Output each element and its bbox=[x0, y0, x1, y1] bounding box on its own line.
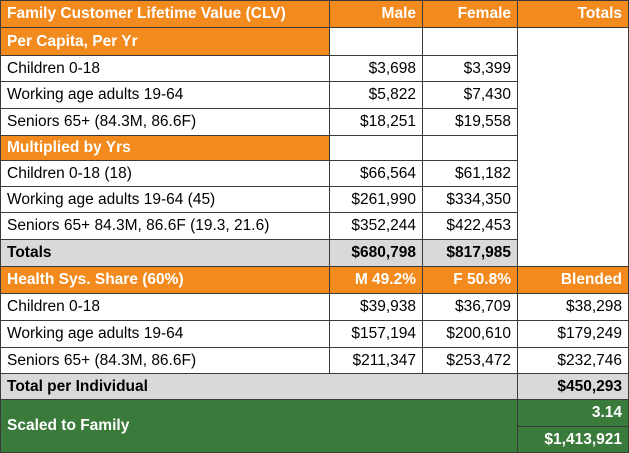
empty-cell bbox=[329, 135, 423, 161]
male-value: $18,251 bbox=[329, 108, 423, 136]
male-value: $66,564 bbox=[329, 160, 423, 187]
total-individual-label: Total per Individual bbox=[0, 373, 518, 400]
row-label: Seniors 65+ (84.3M, 86.6F) bbox=[0, 108, 330, 136]
female-value: $36,709 bbox=[422, 293, 518, 321]
totals-label: Totals bbox=[0, 239, 330, 267]
row-label: Children 0-18 bbox=[0, 293, 330, 321]
family-factor: 3.14 bbox=[517, 399, 629, 427]
row-label: Working age adults 19-64 bbox=[0, 81, 330, 109]
section-per-capita: Per Capita, Per Yr bbox=[0, 27, 330, 56]
male-value: $261,990 bbox=[329, 186, 423, 213]
health-female-header: F 50.8% bbox=[422, 266, 518, 294]
row-label: Children 0-18 (18) bbox=[0, 160, 330, 187]
health-male-header: M 49.2% bbox=[329, 266, 423, 294]
male-value: $211,347 bbox=[329, 347, 423, 374]
total-individual-value: $450,293 bbox=[517, 373, 629, 400]
section-health-share: Health Sys. Share (60%) bbox=[0, 266, 330, 294]
female-value: $422,453 bbox=[422, 212, 518, 240]
male-value: $39,938 bbox=[329, 293, 423, 321]
scaled-family-label: Scaled to Family bbox=[0, 399, 518, 453]
male-value: $352,244 bbox=[329, 212, 423, 240]
female-value: $3,399 bbox=[422, 55, 518, 82]
male-value: $157,194 bbox=[329, 320, 423, 348]
row-label: Working age adults 19-64 bbox=[0, 320, 330, 348]
female-value: $200,610 bbox=[422, 320, 518, 348]
row-label: Seniors 65+ 84.3M, 86.6F (19.3, 21.6) bbox=[0, 212, 330, 240]
totals-male: $680,798 bbox=[329, 239, 423, 267]
male-value: $5,822 bbox=[329, 81, 423, 109]
empty-cell bbox=[422, 27, 518, 56]
female-value: $61,182 bbox=[422, 160, 518, 187]
female-value: $7,430 bbox=[422, 81, 518, 109]
blended-value: $232,746 bbox=[517, 347, 629, 374]
totals-column-empty bbox=[517, 27, 629, 267]
table-title: Family Customer Lifetime Value (CLV) bbox=[0, 0, 330, 28]
female-value: $334,350 bbox=[422, 186, 518, 213]
blended-value: $38,298 bbox=[517, 293, 629, 321]
female-value: $19,558 bbox=[422, 108, 518, 136]
empty-cell bbox=[329, 27, 423, 56]
row-label: Working age adults 19-64 (45) bbox=[0, 186, 330, 213]
blended-value: $179,249 bbox=[517, 320, 629, 348]
header-female: Female bbox=[422, 0, 518, 28]
totals-female: $817,985 bbox=[422, 239, 518, 267]
header-totals: Totals bbox=[517, 0, 629, 28]
empty-cell bbox=[422, 135, 518, 161]
family-value: $1,413,921 bbox=[517, 426, 629, 453]
row-label: Children 0-18 bbox=[0, 55, 330, 82]
male-value: $3,698 bbox=[329, 55, 423, 82]
health-blended-header: Blended bbox=[517, 266, 629, 294]
female-value: $253,472 bbox=[422, 347, 518, 374]
header-male: Male bbox=[329, 0, 423, 28]
section-multiplied: Multiplied by Yrs bbox=[0, 135, 330, 161]
row-label: Seniors 65+ (84.3M, 86.6F) bbox=[0, 347, 330, 374]
